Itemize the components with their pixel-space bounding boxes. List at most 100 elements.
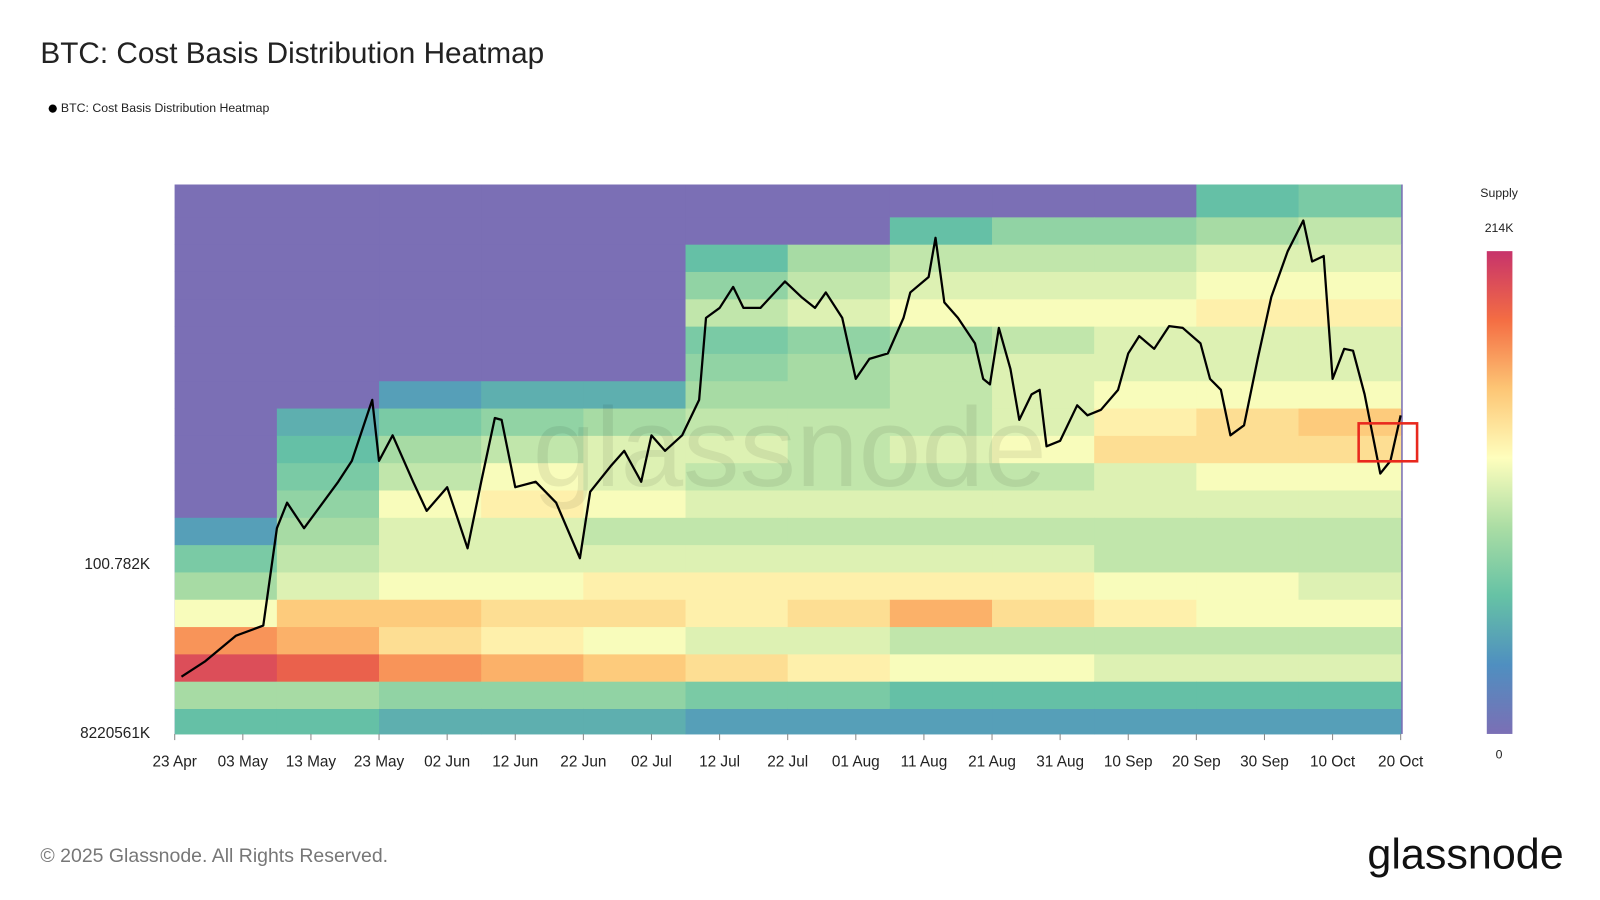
heat-cell <box>583 298 687 327</box>
heat-cell <box>787 271 891 300</box>
heat-cell <box>889 408 993 436</box>
heat-cell <box>889 626 993 655</box>
heat-cell <box>889 435 993 464</box>
heat-cell <box>787 681 891 710</box>
heat-cell <box>174 353 278 382</box>
heat-cell <box>379 489 482 518</box>
heat-cell <box>583 626 687 655</box>
heat-cell <box>481 517 584 546</box>
heat-cell <box>174 544 278 573</box>
heat-cell <box>1298 408 1402 436</box>
heat-cell <box>276 184 380 218</box>
heat-cell <box>1196 517 1300 546</box>
heat-cell <box>379 435 482 464</box>
heat-cell <box>276 353 380 382</box>
heat-cell <box>685 708 789 735</box>
heat-cell <box>1298 599 1402 628</box>
heat-cell <box>583 462 687 491</box>
heat-cell <box>889 244 993 272</box>
x-tick-label: 02 Jun <box>424 754 470 771</box>
heat-cell <box>685 653 789 682</box>
heat-cell <box>481 681 584 710</box>
heat-cell <box>1094 599 1197 628</box>
heat-cell <box>481 380 584 409</box>
heat-cell <box>379 216 482 245</box>
heat-cell <box>992 298 1095 327</box>
watermark: glassnode <box>533 384 1047 510</box>
heat-cell <box>379 184 482 218</box>
heat-cell <box>276 271 380 300</box>
heat-cell <box>1094 489 1197 518</box>
heat-cell <box>787 408 891 436</box>
plot-area <box>174 184 1403 735</box>
heat-cell <box>276 571 380 600</box>
heat-cell <box>1094 380 1197 409</box>
heat-cell <box>1094 653 1197 682</box>
heat-cell <box>787 326 891 354</box>
heat-cell <box>481 408 584 436</box>
heat-cell <box>583 653 687 682</box>
heat-cell <box>1094 517 1197 546</box>
heat-cell <box>787 599 891 628</box>
heat-cell <box>1298 681 1402 710</box>
heat-cell <box>276 326 380 354</box>
heat-cell <box>1196 653 1300 682</box>
heat-cell <box>787 571 891 600</box>
heat-cell <box>1094 681 1197 710</box>
colorbar <box>1486 251 1513 734</box>
heat-cell <box>992 380 1095 409</box>
heat-cell <box>1094 544 1197 573</box>
heat-cell <box>1094 462 1197 491</box>
heat-cell <box>1094 184 1197 218</box>
heat-cell <box>379 462 482 491</box>
heat-cell <box>992 681 1095 710</box>
heat-cell <box>787 489 891 518</box>
heat-cell <box>1094 298 1197 327</box>
heat-cell <box>889 708 993 735</box>
heat-cell <box>481 653 584 682</box>
heat-cell <box>174 408 278 436</box>
heat-cell <box>276 216 380 245</box>
heat-cell <box>685 544 789 573</box>
heat-cell <box>1298 653 1402 682</box>
heat-cell <box>1196 244 1300 272</box>
heat-cell <box>685 462 789 491</box>
heat-cell <box>992 708 1095 735</box>
heat-cell <box>889 462 993 491</box>
heat-cell <box>583 681 687 710</box>
heat-cell <box>992 626 1095 655</box>
heat-cell <box>174 216 278 245</box>
footer: © 2025 Glassnode. All Rights Reserved. <box>40 845 388 867</box>
heat-cell <box>1196 298 1300 327</box>
x-tick-label: 01 Aug <box>832 754 880 771</box>
heat-cell <box>276 244 380 272</box>
x-tick-label: 22 Jul <box>767 754 808 771</box>
heat-cell <box>1196 184 1300 218</box>
heat-cell <box>583 271 687 300</box>
highlight-box <box>1357 422 1419 463</box>
heat-cell <box>1298 571 1402 600</box>
legend-label[interactable]: BTC: Cost Basis Distribution Heatmap <box>61 101 270 115</box>
heat-cell <box>174 571 278 600</box>
colorbar-title: Supply <box>1480 186 1518 200</box>
logo[interactable]: glassnode <box>1367 830 1563 878</box>
x-tick-label: 13 May <box>286 754 337 771</box>
x-tick-label: 20 Sep <box>1172 754 1221 771</box>
heat-cell <box>685 571 789 600</box>
heat-cell <box>1196 626 1300 655</box>
heat-cell <box>1094 271 1197 300</box>
y-tick-label: 100.782K <box>84 556 151 573</box>
heat-cell <box>992 216 1095 245</box>
colorbar-tick-label: 0 <box>1496 748 1503 762</box>
heat-cell <box>481 462 584 491</box>
heat-cell <box>174 184 278 218</box>
heat-cell <box>174 271 278 300</box>
heat-cell <box>1196 435 1300 464</box>
heat-cell <box>481 626 584 655</box>
heat-cell <box>174 599 278 628</box>
heat-cell <box>583 708 687 735</box>
heat-cell <box>1298 353 1402 382</box>
heat-cell <box>379 653 482 682</box>
heat-cell <box>787 653 891 682</box>
heat-cell <box>992 653 1095 682</box>
